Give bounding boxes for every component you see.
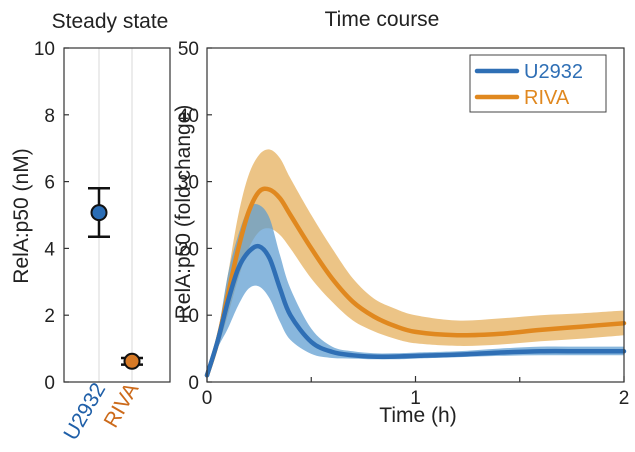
- time-course-y-tick-label: 40: [178, 106, 199, 127]
- point-u2932: [90, 204, 108, 222]
- steady-state-x-label-riva: RIVA: [100, 379, 144, 432]
- band-riva: [207, 149, 624, 376]
- legend-label-riva: RIVA: [524, 87, 570, 109]
- time-course-y-tick-label: 0: [188, 373, 199, 394]
- time-course-bands: [207, 149, 624, 376]
- time-course-ticks: 0 10 20 30 40 50 0 1 2: [178, 39, 629, 409]
- time-course-y-tick-label: 20: [178, 239, 199, 260]
- time-course-x-tick-label: 1: [410, 388, 421, 409]
- time-course-y-tick-label: 50: [178, 39, 199, 60]
- steady-state-y-tick-label: 8: [44, 106, 55, 127]
- steady-state-y-tick-label: 0: [44, 373, 55, 394]
- time-course-lines: [204, 186, 627, 378]
- steady-state-frame: [63, 47, 171, 383]
- steady-state-y-tick-label: 6: [44, 173, 55, 194]
- steady-state-y-tick-label: 10: [34, 39, 55, 60]
- steady-state-panel: Steady state RelA:p50 (nM) 0 2 4 6 8 10 U2932…: [10, 10, 171, 444]
- time-course-frame: [206, 47, 625, 383]
- steady-state-y-label: RelA:p50 (nM): [10, 148, 33, 283]
- time-course-x-tick-label: 2: [619, 388, 630, 409]
- legend-items: U2932 RIVA: [474, 61, 583, 109]
- time-course-panel: Time course RelA:p50 (fold change) Time …: [172, 8, 629, 427]
- steady-state-y-tick-label: 2: [44, 306, 55, 327]
- steady-state-y-tick-label: 4: [44, 239, 55, 260]
- time-course-y-label: RelA:p50 (fold change): [172, 105, 195, 320]
- steady-state-y-ticks: 0 2 4 6 8 10: [34, 39, 69, 394]
- steady-state-points: [88, 187, 143, 370]
- line-riva: [204, 186, 627, 378]
- legend: U2932 RIVA: [469, 54, 607, 113]
- time-course-y-tick-label: 30: [178, 173, 199, 194]
- steady-state-x-label-u2932: U2932: [59, 379, 110, 444]
- legend-box: [469, 54, 607, 113]
- time-course-x-label: Time (h): [379, 404, 456, 427]
- time-course-x-tick-label: 0: [202, 388, 213, 409]
- time-course-title: Time course: [325, 8, 440, 31]
- steady-state-title: Steady state: [52, 10, 169, 33]
- line-u2932: [204, 243, 627, 378]
- point-riva: [123, 352, 141, 370]
- band-u2932: [207, 203, 624, 376]
- time-course-y-tick-label: 10: [178, 306, 199, 327]
- legend-label-u2932: U2932: [524, 61, 583, 83]
